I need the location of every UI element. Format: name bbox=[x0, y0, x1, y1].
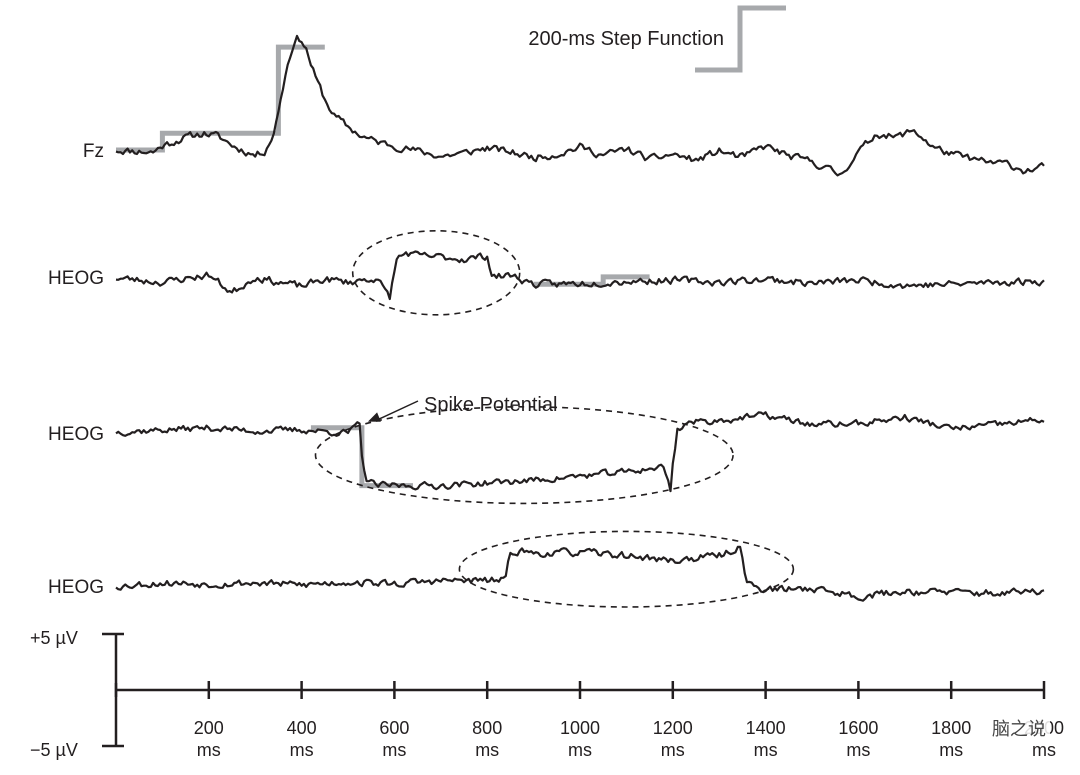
tick-unit-200: ms bbox=[197, 740, 221, 760]
artifact-ellipse-3 bbox=[458, 530, 795, 608]
channel-label-heog-2: HEOG bbox=[48, 424, 104, 445]
tick-label-600: 600 bbox=[379, 718, 409, 738]
tick-unit-1600: ms bbox=[846, 740, 870, 760]
tick-label-800: 800 bbox=[472, 718, 502, 738]
legend-label: 200-ms Step Function bbox=[528, 28, 724, 50]
tick-unit-2000: ms bbox=[1032, 740, 1056, 760]
tick-unit-400: ms bbox=[290, 740, 314, 760]
legend-step-icon bbox=[695, 5, 786, 73]
watermark: 脑之说 bbox=[988, 715, 1050, 741]
tick-label-1800: 1800 bbox=[931, 718, 971, 738]
tick-layer: 200ms400ms600ms800ms1000ms1200ms1400ms16… bbox=[114, 681, 1064, 760]
trace-heog-2 bbox=[115, 250, 1045, 301]
spike-potential-arrow bbox=[377, 400, 419, 421]
tick-unit-600: ms bbox=[382, 740, 406, 760]
channel-label-heog-1: HEOG bbox=[48, 268, 104, 289]
step-function-layer bbox=[116, 44, 650, 489]
scale-bar-top-label: +5 µV bbox=[30, 628, 78, 648]
annotation-layer: Spike Potential bbox=[367, 394, 557, 422]
channel-label-fz: Fz bbox=[83, 141, 104, 162]
tick-label-1200: 1200 bbox=[653, 718, 693, 738]
channel-label-heog-3: HEOG bbox=[48, 577, 104, 598]
tick-unit-800: ms bbox=[475, 740, 499, 760]
tick-label-400: 400 bbox=[287, 718, 317, 738]
trace-layer bbox=[115, 34, 1045, 602]
tick-unit-1200: ms bbox=[661, 740, 685, 760]
spike-potential-arrowhead bbox=[367, 412, 381, 422]
tick-label-200: 200 bbox=[194, 718, 224, 738]
trace-fz-1 bbox=[115, 34, 1045, 177]
tick-unit-1400: ms bbox=[754, 740, 778, 760]
tick-label-1400: 1400 bbox=[746, 718, 786, 738]
spike-potential-label: Spike Potential bbox=[424, 394, 557, 416]
artifact-ellipse-1 bbox=[351, 229, 521, 316]
trace-heog-3 bbox=[115, 411, 1045, 493]
tick-label-1000: 1000 bbox=[560, 718, 600, 738]
tick-unit-1000: ms bbox=[568, 740, 592, 760]
step-function-1 bbox=[116, 44, 325, 153]
step-function-2 bbox=[533, 274, 650, 287]
artifact-ellipse-2 bbox=[314, 406, 734, 505]
trace-heog-4 bbox=[115, 545, 1045, 602]
scale-bar-bottom-label: −5 µV bbox=[30, 740, 78, 760]
ellipse-layer bbox=[314, 229, 795, 608]
tick-unit-1800: ms bbox=[939, 740, 963, 760]
tick-label-1600: 1600 bbox=[838, 718, 878, 738]
